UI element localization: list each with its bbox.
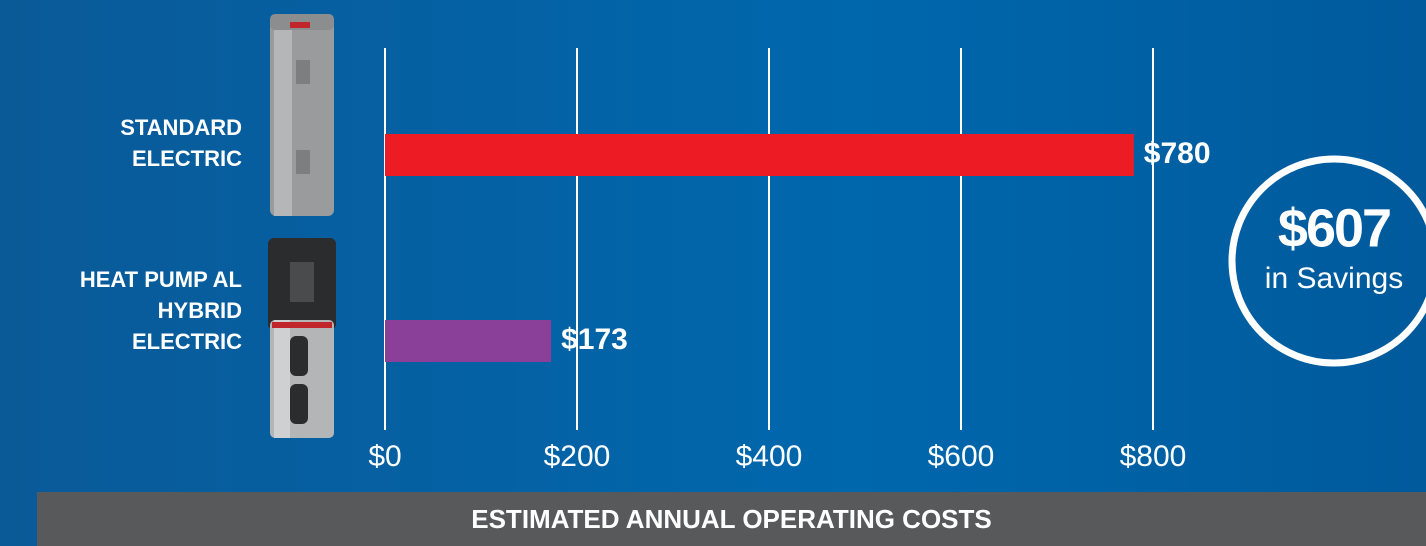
category-label: STANDARD ELECTRIC (62, 112, 242, 174)
savings-text: in Savings (1265, 262, 1403, 295)
x-tick-label: $800 (1120, 440, 1187, 473)
chart: $607 in Savings $0 $200 $400 $600 $800 $780 $1… (0, 0, 1426, 546)
x-tick-label: $400 (736, 440, 803, 473)
bar (385, 320, 551, 362)
x-tick-label: $600 (928, 440, 995, 473)
footer: ESTIMATED ANNUAL OPERATING COSTS (37, 492, 1426, 546)
category-label: HEAT PUMP AL HYBRID ELECTRIC (62, 264, 242, 357)
x-tick-label: $200 (544, 440, 611, 473)
value-label: $780 (1144, 137, 1211, 170)
value-label: $173 (561, 323, 628, 356)
heater-hybrid (268, 238, 336, 438)
bar (385, 134, 1134, 176)
savings-amount: $607 (1278, 198, 1390, 258)
x-tick-label: $0 (368, 440, 401, 473)
heater-standard (270, 14, 334, 216)
